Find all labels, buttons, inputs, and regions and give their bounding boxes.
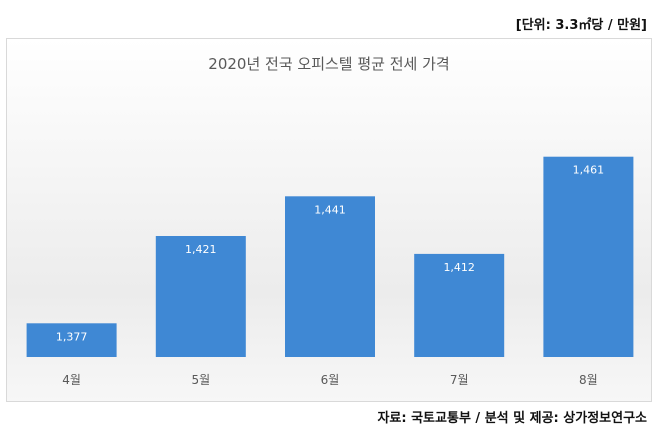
bar-value-label: 1,377	[56, 330, 88, 343]
bar-3	[285, 196, 375, 357]
bar-value-label: 1,412	[443, 261, 475, 274]
unit-note: [단위: 3.3㎡당 / 만원]	[515, 18, 647, 33]
x-tick-label: 6월	[321, 373, 340, 387]
x-tick-label: 4월	[62, 373, 81, 387]
bar-2	[155, 236, 246, 357]
source-note: 자료: 국토교통부 / 분석 및 제공: 상가정보연구소	[377, 411, 647, 426]
bar-5	[543, 156, 634, 357]
chart-title: 2020년 전국 오피스텔 평균 전세 가격	[208, 55, 450, 73]
bar-value-label: 1,421	[185, 243, 217, 256]
bar-value-label: 1,441	[314, 203, 346, 216]
x-tick-label: 8월	[579, 373, 598, 387]
bar-value-label: 1,461	[573, 164, 605, 177]
chart-area: 2020년 전국 오피스텔 평균 전세 가격 1,377 4월 1,421 5월 1,4…	[6, 38, 652, 402]
bar-chart: 1,377 4월 1,421 5월 1,441 6월 1,412 7월 1,461 8월	[26, 156, 634, 387]
bar-1	[26, 323, 117, 357]
x-tick-label: 7월	[450, 373, 469, 387]
x-tick-label: 5월	[191, 373, 210, 387]
bar-4	[414, 253, 505, 357]
